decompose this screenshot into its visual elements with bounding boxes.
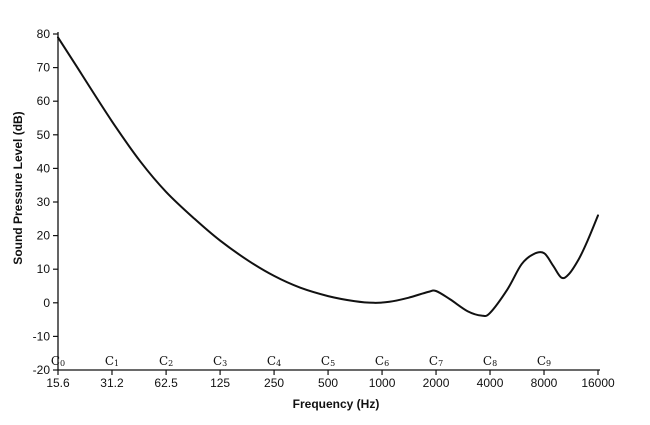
y-axis-title: Sound Pressure Level (dB) xyxy=(11,111,25,264)
x-axis-ticks xyxy=(57,370,599,375)
x-tick-label: 16000 xyxy=(581,376,615,390)
x-tick-label: 4000 xyxy=(477,376,504,390)
x-tick-label: 125 xyxy=(210,376,230,390)
x-tick-label: 62.5 xyxy=(154,376,178,390)
note-label: C6 xyxy=(375,354,389,368)
x-tick-label: 500 xyxy=(318,376,338,390)
x-tick-label: 2000 xyxy=(423,376,450,390)
note-label: C8 xyxy=(483,354,497,368)
x-tick-label: 250 xyxy=(264,376,284,390)
x-tick-label: 1000 xyxy=(369,376,396,390)
y-tick-label: -10 xyxy=(33,329,51,343)
y-axis-tick-labels: -20 -10 0 10 20 30 40 50 60 70 80 xyxy=(33,27,51,377)
y-tick-label: 30 xyxy=(37,195,51,209)
note-label: C2 xyxy=(159,354,173,368)
y-tick-label: 70 xyxy=(37,61,51,75)
note-label: C5 xyxy=(321,354,335,368)
x-axis-tick-labels: 15.6 31.2 62.5 125 250 500 1000 2000 4000 8000 160… xyxy=(46,376,615,390)
x-tick-label: 8000 xyxy=(531,376,558,390)
y-tick-label: 80 xyxy=(37,27,51,41)
note-label: C1 xyxy=(105,354,119,368)
y-tick-label: 20 xyxy=(37,229,51,243)
note-label: C3 xyxy=(213,354,227,368)
y-axis-ticks xyxy=(53,33,58,371)
x-tick-label: 31.2 xyxy=(100,376,124,390)
note-label: C7 xyxy=(429,354,443,368)
x-tick-label: 15.6 xyxy=(46,376,70,390)
series-line xyxy=(57,36,599,317)
y-tick-label: 50 xyxy=(37,128,51,142)
y-tick-label: 0 xyxy=(43,296,50,310)
note-label: C0 xyxy=(51,354,65,368)
y-tick-label: 10 xyxy=(37,262,51,276)
x-axis-title: Frequency (Hz) xyxy=(293,397,380,411)
y-tick-label: 60 xyxy=(37,94,51,108)
note-labels: C0 C1 C2 C3 C4 C5 C6 C7 C8 C9 xyxy=(51,354,551,368)
note-label: C4 xyxy=(267,354,281,368)
y-tick-label: 40 xyxy=(37,161,51,175)
note-label: C9 xyxy=(537,354,551,368)
y-tick-label: -20 xyxy=(33,363,51,377)
